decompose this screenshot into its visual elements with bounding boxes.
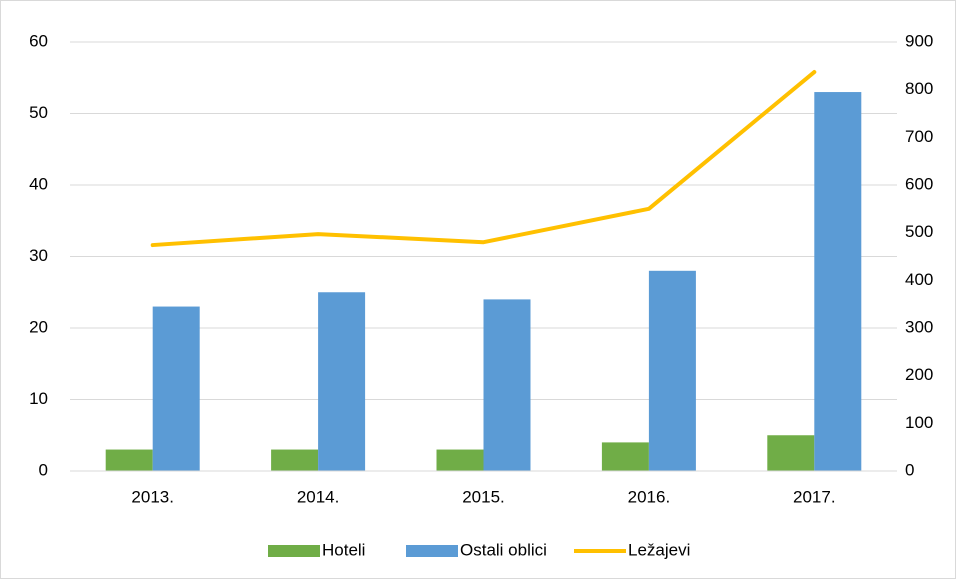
y2-tick-label: 900 xyxy=(905,31,933,50)
y-tick-label: 20 xyxy=(29,317,48,336)
y-tick-label: 0 xyxy=(39,460,48,479)
y2-tick-label: 800 xyxy=(905,79,933,98)
y-tick-label: 30 xyxy=(29,246,48,265)
x-tick-label: 2013. xyxy=(131,487,174,506)
legend-swatch xyxy=(268,545,320,557)
line-series xyxy=(150,70,817,248)
y2-tick-label: 200 xyxy=(905,365,933,384)
y-tick-label: 50 xyxy=(29,103,48,122)
x-tick-label: 2016. xyxy=(628,487,671,506)
bar xyxy=(436,449,484,471)
bar xyxy=(318,292,366,471)
bar xyxy=(271,449,319,471)
bar xyxy=(767,435,815,471)
y2-tick-label: 300 xyxy=(905,317,933,336)
bar xyxy=(601,442,649,471)
y2-tick-label: 400 xyxy=(905,270,933,289)
legend-label: Ležajevi xyxy=(628,540,690,559)
x-tick-label: 2014. xyxy=(297,487,340,506)
bar xyxy=(814,92,862,472)
x-tick-label: 2017. xyxy=(793,487,836,506)
legend-label: Ostali oblici xyxy=(460,540,547,559)
y2-tick-label: 500 xyxy=(905,222,933,241)
bar xyxy=(105,449,153,471)
legend-swatch xyxy=(406,545,458,557)
y2-tick-label: 600 xyxy=(905,174,933,193)
y2-tick-label: 700 xyxy=(905,127,933,146)
y2-tick-label: 0 xyxy=(905,460,914,479)
x-tick-label: 2015. xyxy=(462,487,505,506)
y-tick-label: 40 xyxy=(29,174,48,193)
bar xyxy=(152,306,200,471)
y-tick-label: 10 xyxy=(29,389,48,408)
y2-tick-label: 100 xyxy=(905,413,933,432)
bar xyxy=(648,270,696,471)
y-tick-label: 60 xyxy=(29,31,48,50)
legend-label: Hoteli xyxy=(322,540,365,559)
bar xyxy=(483,299,531,471)
